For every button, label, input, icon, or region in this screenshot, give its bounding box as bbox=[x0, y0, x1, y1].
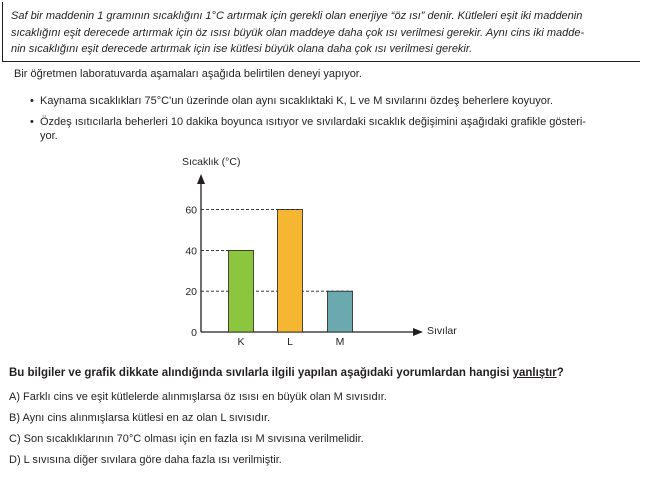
bullet-2-text: Özdeş ısıtıcılarla beherleri 10 dakika b… bbox=[40, 116, 586, 128]
question-emphasis: yanlıştır bbox=[512, 367, 557, 379]
category-label-K: K bbox=[237, 336, 244, 348]
option-c[interactable]: C) Son sıcaklıklarının 70°C olması için … bbox=[9, 433, 364, 445]
y-tick-label-40: 40 bbox=[185, 245, 197, 257]
x-axis-label: Sıvılar bbox=[427, 325, 457, 337]
intro-text: Bir öğretmen laboratuvarda aşamaları aşa… bbox=[14, 68, 362, 80]
info-line-1: Saf bir maddenin 1 gramının sıcaklığını … bbox=[11, 10, 583, 22]
y-tick-label-60: 60 bbox=[185, 205, 197, 217]
bullet-1-text: Kaynama sıcaklıkları 75°C'un üzerinde ol… bbox=[40, 95, 553, 107]
bar-K bbox=[228, 249, 254, 333]
info-line-2: sıcaklığını eşit derecede artırmak için … bbox=[11, 26, 585, 39]
category-label-L: L bbox=[287, 336, 293, 348]
bullet-2-continuation: yor. bbox=[40, 130, 58, 142]
y-tick-label-0: 0 bbox=[191, 327, 197, 339]
question-main: Bu bilgiler ve grafik dikkate alındığınd… bbox=[9, 367, 513, 379]
bullet-1-dot: • bbox=[30, 95, 34, 107]
y-axis-arrow-icon bbox=[197, 174, 205, 184]
question-mark: ? bbox=[556, 367, 564, 379]
option-b[interactable]: B) Aynı cins alınmışlarsa kütlesi en az … bbox=[9, 412, 271, 424]
bullet-2-dot: • bbox=[30, 116, 34, 128]
y-axis-label: Sıcaklık (°C) bbox=[182, 156, 240, 168]
option-a[interactable]: A) Farklı cins ve eşit kütlelerde alınmı… bbox=[9, 391, 387, 403]
bar-L bbox=[277, 209, 303, 333]
y-tick-label-20: 20 bbox=[185, 286, 197, 298]
option-d[interactable]: D) L sıvısına diğer sıvılara göre daha f… bbox=[9, 454, 282, 466]
x-axis-arrow-icon bbox=[413, 328, 423, 336]
question-text: Bu bilgiler ve grafik dikkate alındığınd… bbox=[9, 367, 564, 379]
info-box: Saf bir maddenin 1 gramının sıcaklığını … bbox=[2, 2, 640, 62]
bar-M bbox=[327, 290, 353, 333]
category-label-M: M bbox=[336, 336, 345, 348]
info-line-3: nin sıcaklığını eşit derecede artırmak i… bbox=[11, 43, 473, 55]
